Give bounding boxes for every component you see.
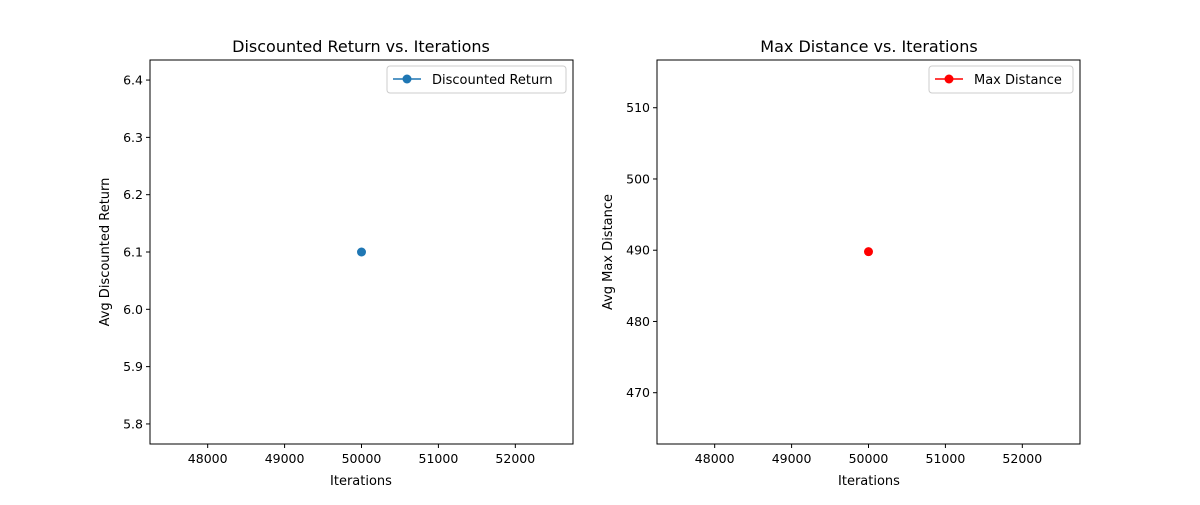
y-tick-label: 480	[626, 314, 650, 329]
y-tick-label: 6.1	[123, 245, 143, 260]
x-axis-label: Iterations	[330, 474, 392, 489]
x-tick-label: 52000	[495, 451, 535, 466]
y-tick-label: 510	[626, 100, 650, 115]
x-tick-label: 48000	[188, 451, 228, 466]
x-tick-label: 52000	[1002, 451, 1042, 466]
legend-box	[386, 65, 567, 94]
x-tick-label: 50000	[849, 451, 889, 466]
data-point	[864, 247, 873, 257]
legend: Discounted Return	[386, 65, 567, 94]
discounted-return-chart: Discounted Return vs. Iterations 48000 49…	[98, 37, 574, 489]
legend-marker	[944, 74, 954, 84]
x-tick-label: 49000	[265, 451, 305, 466]
legend-box	[928, 65, 1074, 94]
chart-title: Max Distance vs. Iterations	[760, 37, 977, 56]
y-tick-label: 6.2	[123, 187, 143, 202]
data-point	[357, 247, 366, 257]
x-tick-label: 49000	[772, 451, 812, 466]
x-tick-label: 48000	[695, 451, 735, 466]
series-layer	[357, 247, 366, 257]
x-axis-label: Iterations	[838, 474, 900, 489]
x-tick-label: 51000	[419, 451, 459, 466]
x-tick-label: 50000	[342, 451, 382, 466]
y-tick-label: 500	[626, 171, 650, 186]
y-axis-label: Avg Discounted Return	[98, 178, 113, 327]
y-tick-label: 5.9	[123, 359, 143, 374]
legend: Max Distance	[928, 65, 1074, 94]
legend-marker	[402, 74, 412, 84]
y-tick-label: 6.0	[123, 302, 143, 317]
y-tick-label: 5.8	[123, 416, 143, 431]
y-tick-label: 470	[626, 385, 650, 400]
x-axis: 48000 49000 50000 51000 52000	[188, 444, 535, 466]
x-axis: 48000 49000 50000 51000 52000	[695, 444, 1042, 466]
legend-label: Max Distance	[974, 73, 1062, 88]
legend-label: Discounted Return	[432, 73, 553, 88]
series-layer	[864, 247, 873, 257]
y-axis: 470 480 490 500 510	[626, 100, 657, 400]
chart-title: Discounted Return vs. Iterations	[232, 37, 490, 56]
y-tick-label: 490	[626, 243, 650, 258]
y-axis-label: Avg Max Distance	[601, 194, 616, 310]
y-tick-label: 6.4	[123, 73, 143, 88]
y-tick-label: 6.3	[123, 130, 143, 145]
max-distance-chart: Max Distance vs. Iterations 48000 49000 50…	[601, 37, 1081, 489]
x-tick-label: 51000	[926, 451, 966, 466]
y-axis: 5.8 5.9 6.0 6.1 6.2 6.3 6.4	[123, 73, 150, 431]
